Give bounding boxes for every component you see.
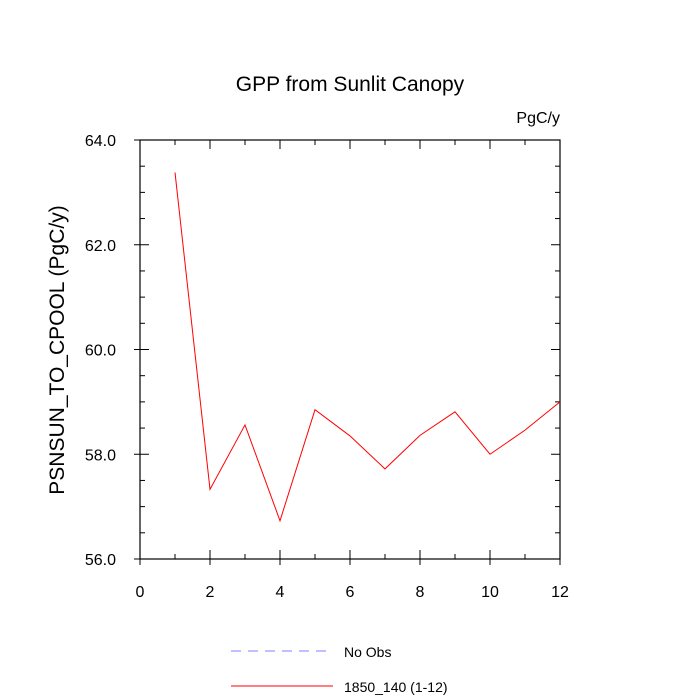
legend-label: 1850_140 (1-12) [344, 679, 448, 695]
x-tick-label: 6 [346, 584, 355, 601]
y-tick-label: 62.0 [85, 238, 116, 255]
legend-label: No Obs [344, 644, 391, 660]
x-tick-label: 4 [276, 584, 285, 601]
x-tick-label: 0 [136, 584, 145, 601]
series-line [174, 172, 561, 523]
x-tick-label: 8 [416, 584, 425, 601]
x-tick-label: 12 [551, 584, 569, 601]
y-tick-label: 64.0 [85, 133, 116, 150]
series-layer [174, 172, 561, 523]
y-tick-label: 58.0 [85, 447, 116, 464]
y-axis-label: PSNSUN_TO_CPOOL (PgC/y) [46, 205, 69, 494]
y-tick-label: 60.0 [85, 343, 116, 360]
plot-frame [139, 139, 561, 560]
x-tick-label: 2 [206, 584, 215, 601]
units-label: PgC/y [516, 110, 560, 127]
y-tick-label: 56.0 [85, 552, 116, 569]
chart-title: GPP from Sunlit Canopy [236, 73, 465, 96]
x-tick-label: 10 [481, 584, 499, 601]
ticks-layer: 0 2 4 6 8 10 12 56.0 58.0 60.0 62.0 64.0 [85, 133, 569, 601]
legend: No Obs 1850_140 (1-12) [231, 644, 448, 695]
